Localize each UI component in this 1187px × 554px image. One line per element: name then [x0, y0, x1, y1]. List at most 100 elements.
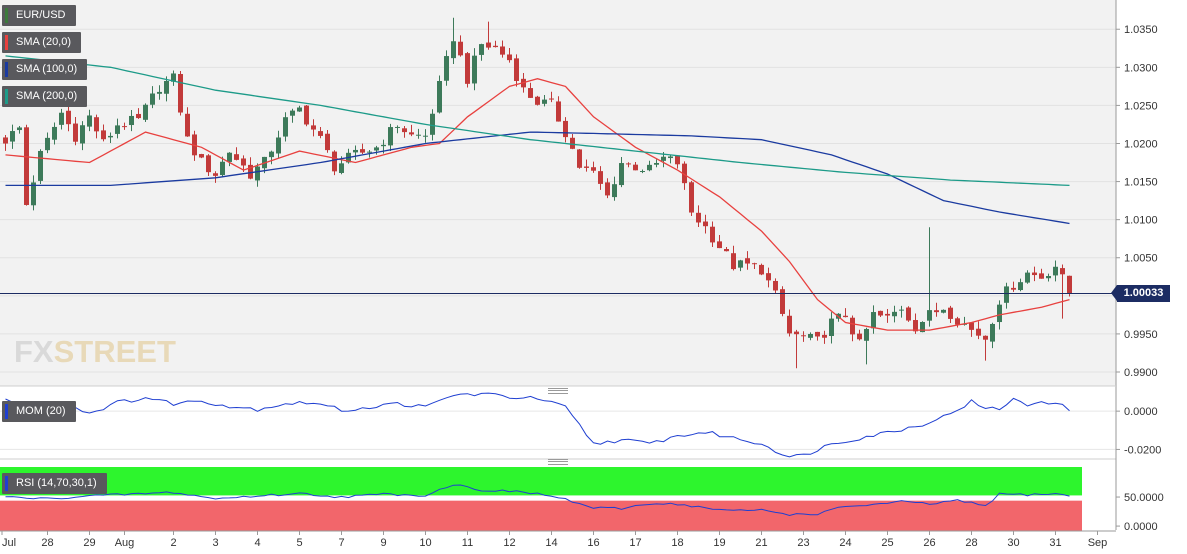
- candle-body: [619, 163, 624, 186]
- candle-body: [171, 73, 176, 82]
- candle-body: [696, 212, 701, 223]
- legend-momentum-label: MOM (20): [16, 405, 66, 417]
- time-tick-label: 11: [462, 537, 473, 549]
- legend-rsi-label: RSI (14,70,30,1): [16, 477, 97, 489]
- legend-symbol-label: EUR/USD: [16, 9, 66, 21]
- time-tick-label: 30: [1007, 537, 1019, 549]
- momentum-swatch: [5, 404, 8, 419]
- legend-momentum[interactable]: MOM (20): [2, 401, 76, 422]
- time-tick-label: 28: [965, 537, 977, 549]
- candle-body: [255, 166, 260, 181]
- rsi-swatch: [5, 476, 8, 491]
- time-tick-label: 2: [170, 537, 176, 549]
- price-tick-label: 1.0250: [1124, 100, 1158, 112]
- legend-symbol[interactable]: EUR/USD: [2, 5, 76, 26]
- candle-body: [1032, 272, 1037, 276]
- candle-body: [332, 151, 337, 172]
- candle-body: [689, 182, 694, 213]
- candle-body: [668, 156, 673, 159]
- rsi-line: [5, 484, 1070, 517]
- candle-body: [871, 312, 876, 329]
- candle-body: [437, 80, 442, 113]
- candle-body: [108, 135, 113, 138]
- candle-body: [150, 93, 155, 105]
- price-tick-label: 1.0300: [1124, 62, 1158, 74]
- candle-body: [318, 131, 323, 136]
- candle-body: [640, 171, 645, 173]
- price-tick-label: 0.9900: [1124, 367, 1158, 379]
- time-tick-label: 28: [41, 537, 53, 549]
- candle-body: [1004, 286, 1009, 303]
- candle-body: [941, 309, 946, 313]
- candle-body: [731, 253, 736, 270]
- candle-body: [948, 307, 953, 319]
- time-tick-label: 10: [419, 537, 431, 549]
- candle-body: [213, 173, 218, 176]
- candle-body: [269, 151, 274, 158]
- candle-body: [45, 137, 50, 151]
- candle-body: [612, 184, 617, 198]
- momentum-tick-label: 0.0000: [1124, 406, 1158, 418]
- legend-sma-200-label: SMA (200,0): [16, 90, 78, 102]
- candle-body: [1053, 266, 1058, 276]
- candle-body: [1060, 268, 1065, 275]
- legend-sma-20[interactable]: SMA (20,0): [2, 32, 82, 53]
- candle-body: [409, 132, 414, 135]
- candle-body: [339, 163, 344, 173]
- candle-body: [24, 127, 29, 205]
- candle-body: [647, 164, 652, 171]
- candle-body: [815, 331, 820, 337]
- candle-body: [794, 331, 799, 335]
- candle-body: [283, 117, 288, 137]
- candle-body: [423, 135, 428, 137]
- legend-rsi[interactable]: RSI (14,70,30,1): [2, 473, 107, 494]
- candle-body: [101, 130, 106, 140]
- time-tick-label: 4: [254, 537, 260, 549]
- candle-body: [969, 322, 974, 330]
- time-tick-label: 5: [296, 537, 302, 549]
- candle-body: [465, 53, 470, 84]
- candle-body: [395, 126, 400, 128]
- candle-body: [486, 42, 491, 48]
- sma-100-swatch: [5, 62, 8, 77]
- rsi-panel: 50.0000 0.0000: [0, 465, 1164, 533]
- momentum-line: [5, 392, 1070, 458]
- candle-body: [143, 104, 148, 120]
- candle-body: [570, 137, 575, 149]
- candle-body: [787, 315, 792, 334]
- momentum-panel: 0.0000 -0.0200: [0, 392, 1161, 460]
- candle-body: [234, 154, 239, 160]
- panel-resize-handle-momentum[interactable]: [548, 388, 568, 394]
- candle-body: [416, 134, 421, 136]
- candle-body: [311, 125, 316, 130]
- candle-body: [31, 182, 36, 206]
- candle-body: [479, 44, 484, 55]
- candle-body: [451, 41, 456, 59]
- candle-body: [535, 96, 540, 105]
- candle-body: [759, 264, 764, 275]
- candle-body: [199, 154, 204, 158]
- candle-body: [654, 162, 659, 165]
- rsi-tick-label: 0.0000: [1124, 521, 1158, 533]
- candle-body: [927, 310, 932, 321]
- candle-body: [122, 126, 127, 128]
- time-tick-label: 17: [629, 537, 641, 549]
- time-tick-label: 14: [545, 537, 557, 549]
- sma-line-20: [5, 78, 1070, 331]
- candle-body: [682, 163, 687, 184]
- panel-resize-handle-rsi[interactable]: [548, 459, 568, 465]
- sma-20-swatch: [5, 35, 8, 50]
- legend-sma-200[interactable]: SMA (200,0): [2, 86, 88, 107]
- time-tick-label: 29: [83, 537, 95, 549]
- legend-sma-100-label: SMA (100,0): [16, 63, 78, 75]
- time-tick-label: 3: [212, 537, 218, 549]
- candle-body: [703, 221, 708, 227]
- time-tick-label: 7: [338, 537, 344, 549]
- legend-sma-100[interactable]: SMA (100,0): [2, 59, 88, 80]
- candle-body: [822, 334, 827, 338]
- momentum-tick-label: -0.0200: [1124, 444, 1161, 456]
- candle-body: [780, 289, 785, 314]
- candle-body: [87, 115, 92, 127]
- price-tick-label: 1.0200: [1124, 138, 1158, 150]
- candle-body: [206, 155, 211, 173]
